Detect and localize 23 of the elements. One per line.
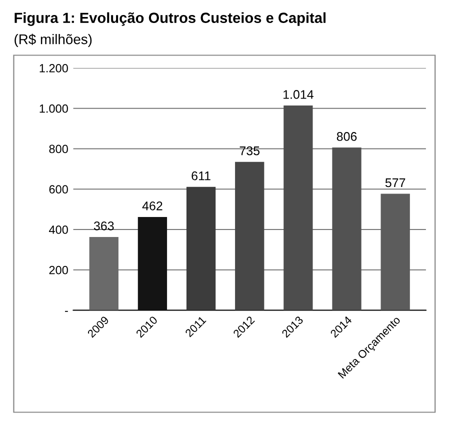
bar: [284, 106, 313, 310]
y-tick-label: 200: [49, 266, 68, 274]
y-tick-label: 800: [49, 144, 68, 154]
bar: [138, 216, 168, 310]
bar: [380, 194, 410, 310]
data-label: 577: [385, 178, 406, 188]
data-label: 611: [192, 171, 210, 180]
data-label: 462: [142, 201, 162, 210]
data-label: 1.014: [284, 90, 314, 99]
data-label: 363: [94, 221, 114, 230]
bar: [89, 236, 118, 310]
bar: [186, 186, 216, 310]
y-tick-label: 600: [49, 185, 68, 194]
y-tick-label: 400: [48, 226, 68, 234]
bar: [332, 148, 362, 310]
chart-subtitle: (R$ milhões): [14, 34, 92, 47]
bar: [235, 162, 264, 310]
y-tick-label: 1.200: [40, 64, 68, 72]
y-tick-label: -: [65, 310, 68, 312]
chart-title: Figura 1: Evolução Outros Custeios e Capital: [14, 12, 326, 26]
data-label: 806: [336, 132, 357, 141]
data-label: 735: [240, 146, 260, 156]
y-tick-label: 1.000: [40, 104, 68, 113]
